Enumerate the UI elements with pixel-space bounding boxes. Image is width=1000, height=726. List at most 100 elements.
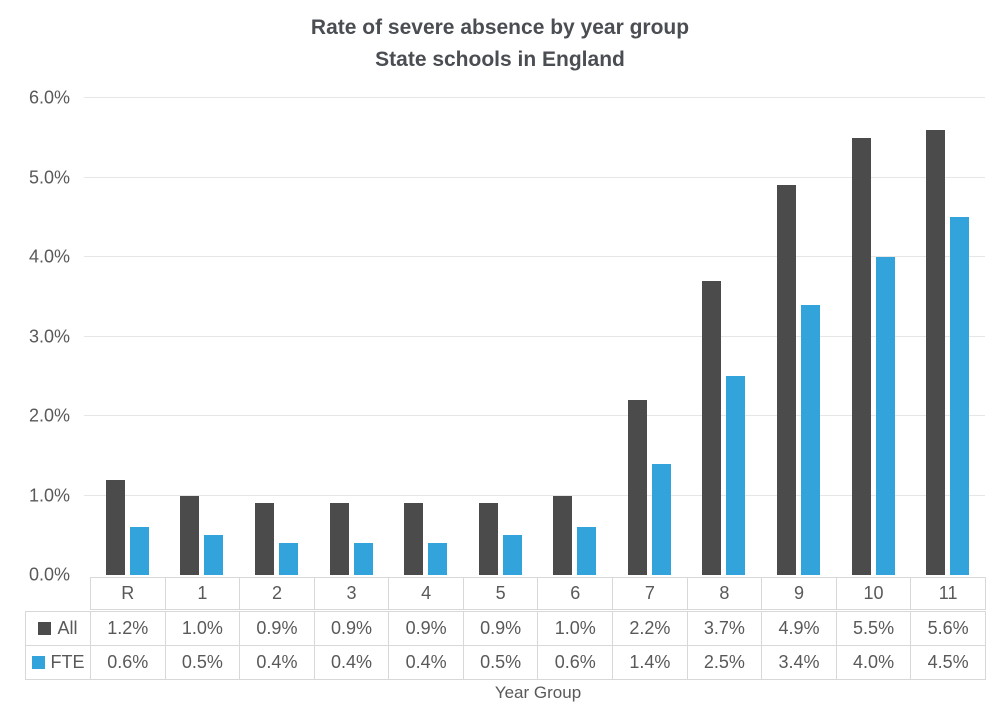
bar-group-4	[388, 98, 463, 575]
y-tick-label: 3.0%	[28, 326, 70, 346]
bar-all-2	[254, 503, 274, 575]
bar-all-5	[478, 503, 498, 575]
bar-group-11	[910, 98, 985, 575]
cell-fte-3: 0.4%	[315, 646, 390, 679]
cell-all-4: 0.9%	[389, 612, 464, 645]
bar-fte-11	[950, 217, 970, 575]
category-label-R: R	[91, 578, 166, 609]
cell-all-9: 4.9%	[762, 612, 837, 645]
data-table: All 1.2% 1.0% 0.9% 0.9% 0.9% 0.9% 1.0% 2.2% 3.7% 4…	[25, 611, 986, 680]
gridline	[84, 494, 985, 496]
cell-all-8: 3.7%	[688, 612, 763, 645]
bar-fte-8	[726, 376, 746, 575]
legend-label-fte: FTE	[50, 652, 85, 672]
category-label-5: 5	[464, 578, 539, 609]
bar-all-7	[627, 400, 647, 575]
bar-fte-1	[204, 535, 224, 575]
legend-fte: FTE	[26, 646, 91, 679]
cell-fte-R: 0.6%	[91, 646, 166, 679]
cell-all-7: 2.2%	[613, 612, 688, 645]
bar-all-4	[404, 503, 424, 575]
cell-all-6: 1.0%	[538, 612, 614, 645]
category-label-8: 8	[688, 578, 763, 609]
legend-marker-all-icon	[38, 622, 52, 635]
bar-fte-7	[651, 463, 671, 575]
chart-title-line2: State schools in England	[375, 48, 625, 71]
cell-fte-5: 0.5%	[464, 646, 539, 679]
plot-area: 0.0% 1.0% 2.0% 3.0% 4.0% 5.0% 6.0%	[29, 88, 985, 585]
gridline	[84, 176, 985, 178]
y-tick-label: 4.0%	[28, 246, 70, 267]
bar-group-2	[239, 98, 314, 575]
cell-all-R: 1.2%	[91, 612, 166, 645]
chart-title: Rate of severe absence by year group Sta…	[0, 12, 1000, 76]
y-tick-label: 2.0%	[28, 405, 70, 426]
bar-fte-9	[800, 304, 820, 575]
bar-all-9	[776, 185, 796, 575]
bar-all-8	[702, 280, 722, 575]
cell-fte-7: 1.4%	[613, 646, 688, 679]
category-label-3: 3	[315, 578, 390, 609]
cell-fte-8: 2.5%	[688, 646, 763, 679]
bar-group-3	[314, 98, 389, 575]
bar-group-1	[165, 98, 240, 575]
category-label-2: 2	[240, 578, 315, 609]
bar-fte-5	[502, 535, 522, 575]
table-row-fte: FTE 0.6% 0.5% 0.4% 0.4% 0.4% 0.5% 0.6% 1.4% 2.5% 3…	[26, 645, 985, 679]
bar-fte-2	[278, 543, 298, 575]
y-tick-label: 5.0%	[28, 167, 70, 187]
legend-all: All	[26, 612, 91, 645]
category-label-7: 7	[613, 578, 688, 609]
gridline	[84, 415, 985, 416]
cell-fte-11: 4.5%	[927, 652, 969, 672]
category-label-9: 9	[762, 578, 837, 609]
cell-all-11: 5.6%	[927, 618, 969, 638]
gridline	[84, 335, 985, 337]
cell-all-10: 5.5%	[837, 612, 912, 645]
bar-group-9	[761, 98, 836, 575]
y-tick-label: 1.0%	[28, 485, 70, 505]
bar-group-8	[687, 98, 762, 575]
cell-fte-4: 0.4%	[389, 646, 464, 679]
category-label-4: 4	[389, 578, 464, 609]
legend-marker-fte-icon	[31, 656, 45, 669]
table-row-all: All 1.2% 1.0% 0.9% 0.9% 0.9% 0.9% 1.0% 2.2% 3.7% 4…	[26, 612, 985, 645]
bar-all-3	[329, 503, 349, 575]
category-label-11: 11	[938, 583, 958, 603]
y-tick-label: 6.0%	[28, 87, 70, 108]
category-label-6: 6	[538, 578, 614, 609]
category-label-10: 10	[837, 578, 912, 609]
bar-fte-3	[353, 543, 373, 575]
cell-fte-6: 0.6%	[538, 646, 614, 679]
bar-all-10	[851, 137, 871, 575]
legend-label-all: All	[57, 618, 78, 638]
cell-fte-1: 0.5%	[166, 646, 241, 679]
bar-group-R	[90, 98, 165, 575]
bar-all-1	[180, 495, 200, 575]
bar-all-6	[553, 495, 573, 575]
y-axis-tick-labels: 0.0% 1.0% 2.0% 3.0% 4.0% 5.0% 6.0%	[29, 88, 985, 585]
cell-all-3: 0.9%	[315, 612, 390, 645]
category-label-1: 1	[166, 578, 241, 609]
cell-all-5: 0.9%	[464, 612, 539, 645]
bar-series-container	[90, 98, 985, 575]
cell-all-1: 1.0%	[166, 612, 241, 645]
cell-fte-9: 3.4%	[762, 646, 837, 679]
gridline	[84, 256, 985, 257]
bar-fte-10	[875, 257, 895, 575]
bar-group-7	[612, 98, 687, 575]
bar-group-6	[537, 98, 612, 575]
chart-title-line1: Rate of severe absence by year group	[310, 16, 690, 39]
bar-fte-6	[577, 527, 597, 575]
y-tick-label: 0.0%	[28, 564, 70, 585]
x-axis-title: Year Group	[494, 683, 582, 702]
gridlines	[84, 97, 985, 575]
bar-group-10	[836, 98, 911, 575]
bar-all-R	[105, 479, 125, 575]
cell-all-2: 0.9%	[240, 612, 315, 645]
gridline	[84, 97, 985, 98]
cell-fte-10: 4.0%	[837, 646, 912, 679]
x-axis-category-row: R 1 2 3 4 5 6 7 8 9 10 11	[90, 577, 986, 610]
bar-group-5	[463, 98, 538, 575]
